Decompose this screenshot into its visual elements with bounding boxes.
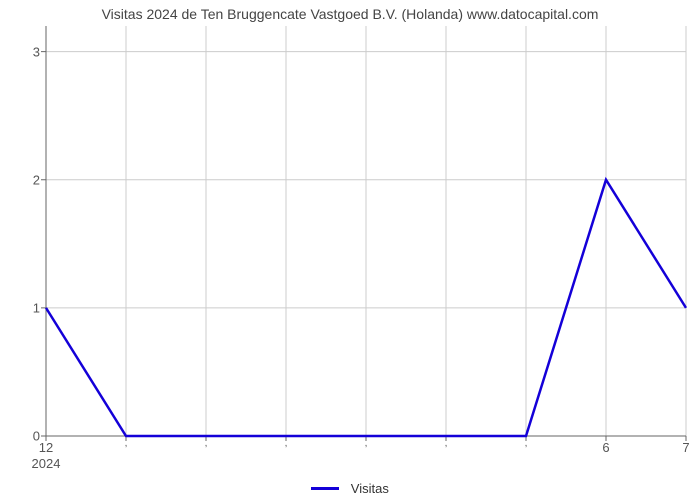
x-minor-tick-mark: , xyxy=(525,438,528,449)
x-minor-tick-mark: , xyxy=(125,438,128,449)
y-tick-label: 0 xyxy=(10,429,40,444)
y-tick-label: 2 xyxy=(10,172,40,187)
x-sub-label: 2024 xyxy=(32,456,61,471)
x-minor-tick-mark: , xyxy=(365,438,368,449)
line-chart: Visitas 2024 de Ten Bruggencate Vastgoed… xyxy=(0,0,700,500)
x-minor-tick-mark: , xyxy=(445,438,448,449)
y-tick-label: 3 xyxy=(10,44,40,59)
x-tick-label: 12 xyxy=(39,440,53,455)
x-minor-tick-mark: , xyxy=(285,438,288,449)
chart-title: Visitas 2024 de Ten Bruggencate Vastgoed… xyxy=(0,6,700,22)
x-tick-label: 6 xyxy=(602,440,609,455)
legend: Visitas xyxy=(0,480,700,496)
chart-svg xyxy=(46,26,686,436)
y-tick-label: 1 xyxy=(10,300,40,315)
x-minor-tick-mark: , xyxy=(205,438,208,449)
plot-area xyxy=(46,26,686,436)
x-tick-label: 7 xyxy=(682,440,689,455)
legend-label: Visitas xyxy=(351,481,389,496)
legend-swatch xyxy=(311,487,339,490)
